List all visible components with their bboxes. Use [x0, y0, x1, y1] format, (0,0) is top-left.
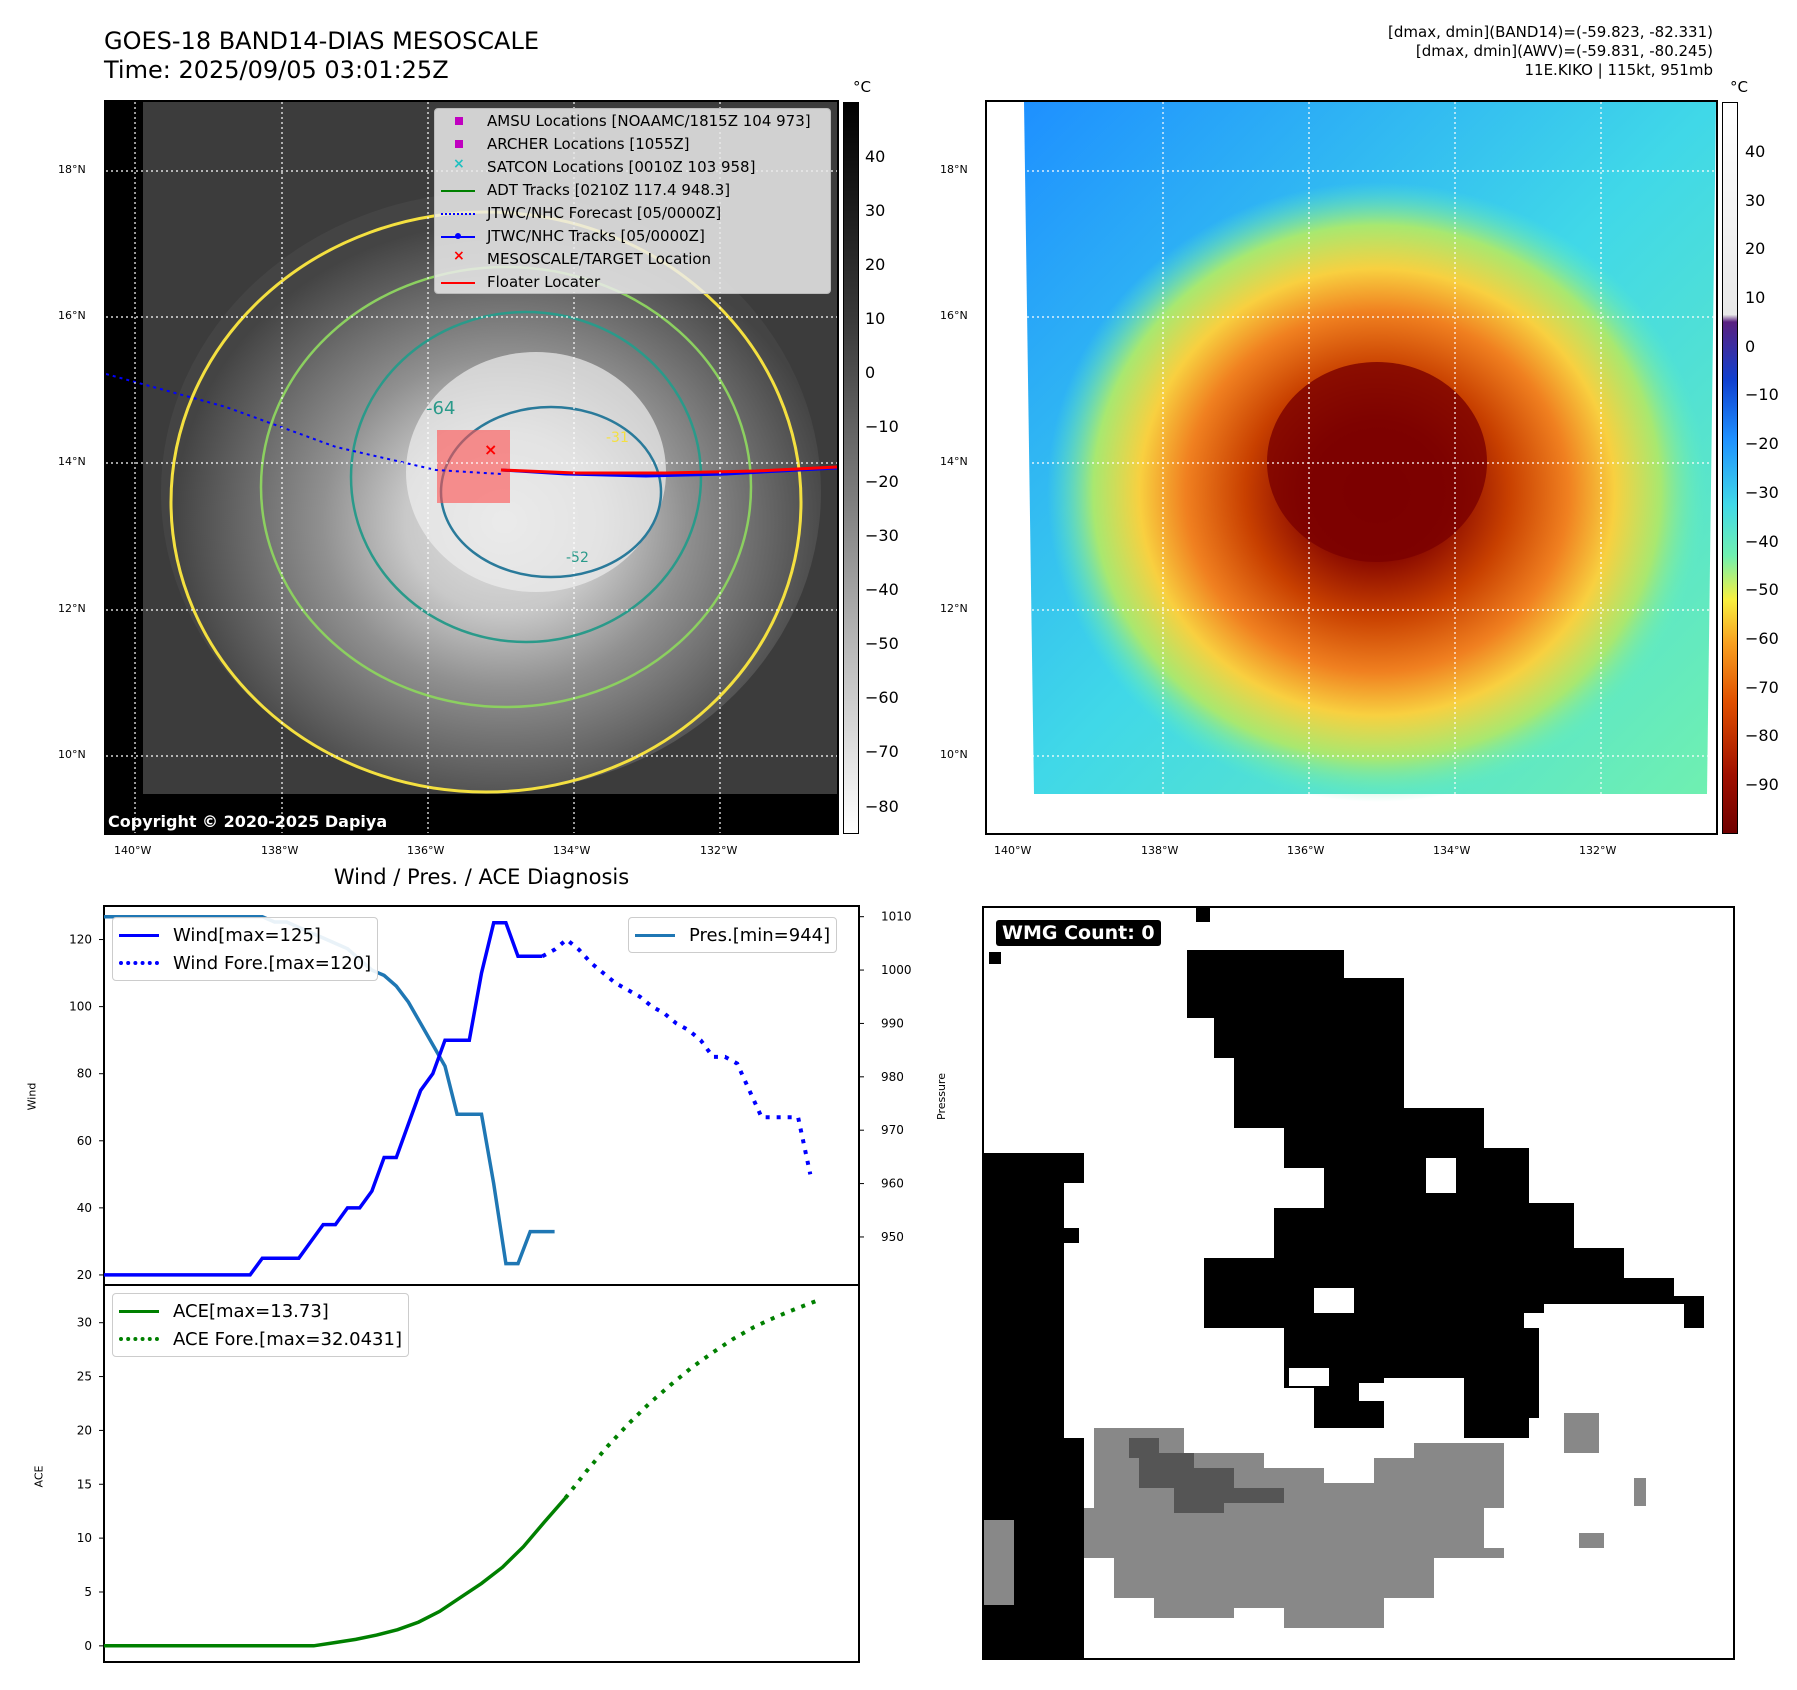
floater-locater: [500, 465, 837, 475]
contour-label-3: -31: [606, 430, 629, 446]
lon-label: 134°W: [553, 844, 591, 857]
lat-label: 12°N: [940, 602, 968, 615]
lon-label: 132°W: [700, 844, 738, 857]
ace-tick-label: 10: [77, 1531, 92, 1545]
contour-label-1: -64: [426, 398, 455, 419]
map-legend: AMSU Locations [NOAAMC/1815Z 104 973] AR…: [434, 108, 831, 294]
lon-label: 140°W: [114, 844, 152, 857]
legend-item-amsu: AMSU Locations [NOAAMC/1815Z 104 973]: [435, 109, 830, 132]
lon-label: 138°W: [1141, 844, 1179, 857]
ir-satellite-map: × -64 -52 -31 Copyright © 2020-2025 Dapi…: [104, 100, 839, 835]
contour-inner: [349, 310, 703, 644]
legend-pressure: Pres.[min=944]: [635, 921, 830, 949]
pressure-tick-label: 970: [881, 1123, 904, 1137]
colorbar-unit-left: °C: [853, 78, 871, 96]
legend-ace-forecast: ACE Fore.[max=32.0431]: [119, 1325, 402, 1353]
ace-tick-label: 20: [77, 1423, 92, 1437]
legend-ace: ACE[max=13.73]: [119, 1297, 402, 1325]
legend-item-forecast: JTWC/NHC Forecast [05/0000Z]: [435, 201, 830, 224]
pressure-tick-label: 1000: [881, 963, 912, 977]
ace-axis-label: ACE: [32, 1465, 46, 1488]
legend-item-floater: Floater Locater: [435, 270, 830, 293]
lon-label: 140°W: [994, 844, 1032, 857]
lon-label: 134°W: [1433, 844, 1471, 857]
lat-label: 12°N: [58, 602, 86, 615]
legend-item-tracks: JTWC/NHC Tracks [05/0000Z]: [435, 224, 830, 247]
diagnosis-title: Wind / Pres. / ACE Diagnosis: [333, 865, 630, 889]
wmg-panel: WMG Count: 0: [982, 906, 1735, 1660]
ace-forecast-line: [563, 1298, 818, 1500]
nhc-forecast-track: [106, 373, 502, 475]
legend-wind-forecast: Wind Fore.[max=120]: [119, 949, 371, 977]
info-line-1: [dmax, dmin](BAND14)=(-59.823, -82.331): [1388, 23, 1713, 41]
pressure-tick-label: 960: [881, 1177, 904, 1191]
pressure-tick-label: 980: [881, 1070, 904, 1084]
lon-label: 136°W: [1287, 844, 1325, 857]
enhanced-ir-image: [987, 102, 1716, 833]
legend-item-archer: ARCHER Locations [1055Z]: [435, 132, 830, 155]
pressure-axis-label: Pressure: [934, 1073, 948, 1120]
wind-tick-label: 120: [69, 933, 92, 947]
ace-legend: ACE[max=13.73] ACE Fore.[max=32.0431]: [112, 1293, 409, 1357]
lat-label: 16°N: [58, 309, 86, 322]
title-line-1: GOES-18 BAND14-DIAS MESOSCALE: [104, 27, 540, 55]
lon-label: 136°W: [407, 844, 445, 857]
wmg-count-label: WMG Count: 0: [996, 920, 1161, 946]
lon-label: 132°W: [1579, 844, 1617, 857]
lat-label: 10°N: [940, 748, 968, 761]
info-line-3: 11E.KIKO | 115kt, 951mb: [1524, 61, 1713, 79]
lat-label: 14°N: [58, 455, 86, 468]
wind-forecast-line: [541, 936, 813, 1175]
pressure-tick-label: 1010: [881, 910, 912, 924]
chart-title: GOES-18 BAND14-DIAS MESOSCALE Time: 2025…: [104, 27, 539, 85]
legend-item-satcon: × SATCON Locations [0010Z 103 958]: [453, 155, 756, 176]
target-x-marker: ×: [484, 440, 497, 459]
target-box: [437, 430, 510, 503]
pressure-tick-label: 990: [881, 1016, 904, 1030]
wind-tick-label: 80: [77, 1067, 92, 1081]
enhanced-ir-map: [985, 100, 1718, 835]
wind-tick-label: 20: [77, 1268, 92, 1282]
ace-tick-label: 25: [77, 1370, 92, 1384]
title-line-2: Time: 2025/09/05 03:01:25Z: [104, 56, 449, 84]
lat-label: 18°N: [58, 163, 86, 176]
wind-axis-label: Wind: [25, 1082, 39, 1111]
ace-tick-label: 30: [77, 1316, 92, 1330]
legend-wind: Wind[max=125]: [119, 921, 371, 949]
wind-tick-label: 60: [77, 1134, 92, 1148]
lat-label: 16°N: [940, 309, 968, 322]
contour-label-2: -52: [566, 550, 589, 566]
wind-tick-label: 40: [77, 1201, 92, 1215]
lat-label: 14°N: [940, 455, 968, 468]
legend-item-target: × MESOSCALE/TARGET Location: [453, 247, 712, 268]
pressure-tick-label: 950: [881, 1230, 904, 1244]
wind-tick-label: 100: [69, 1000, 92, 1014]
wmg-mask: [984, 908, 1704, 1658]
colorbar-left: [843, 102, 859, 834]
legend-item-adt: ADT Tracks [0210Z 117.4 948.3]: [435, 178, 830, 201]
pressure-legend: Pres.[min=944]: [628, 917, 838, 953]
lon-label: 138°W: [261, 844, 299, 857]
ace-line: [104, 1496, 567, 1648]
intensity-info: [dmax, dmin](BAND14)=(-59.823, -82.331) …: [1388, 23, 1713, 80]
wind-legend: Wind[max=125] Wind Fore.[max=120]: [112, 917, 379, 981]
lat-label: 10°N: [58, 748, 86, 761]
lat-label: 18°N: [940, 163, 968, 176]
ace-tick-label: 5: [84, 1585, 92, 1599]
colorbar-right: [1722, 102, 1738, 834]
colorbar-unit-right: °C: [1730, 78, 1748, 96]
ace-tick-label: 15: [77, 1477, 92, 1491]
info-line-2: [dmax, dmin](AWV)=(-59.831, -80.245): [1415, 42, 1713, 60]
copyright: Copyright © 2020-2025 Dapiya: [108, 812, 388, 831]
ace-tick-label: 0: [84, 1639, 92, 1653]
